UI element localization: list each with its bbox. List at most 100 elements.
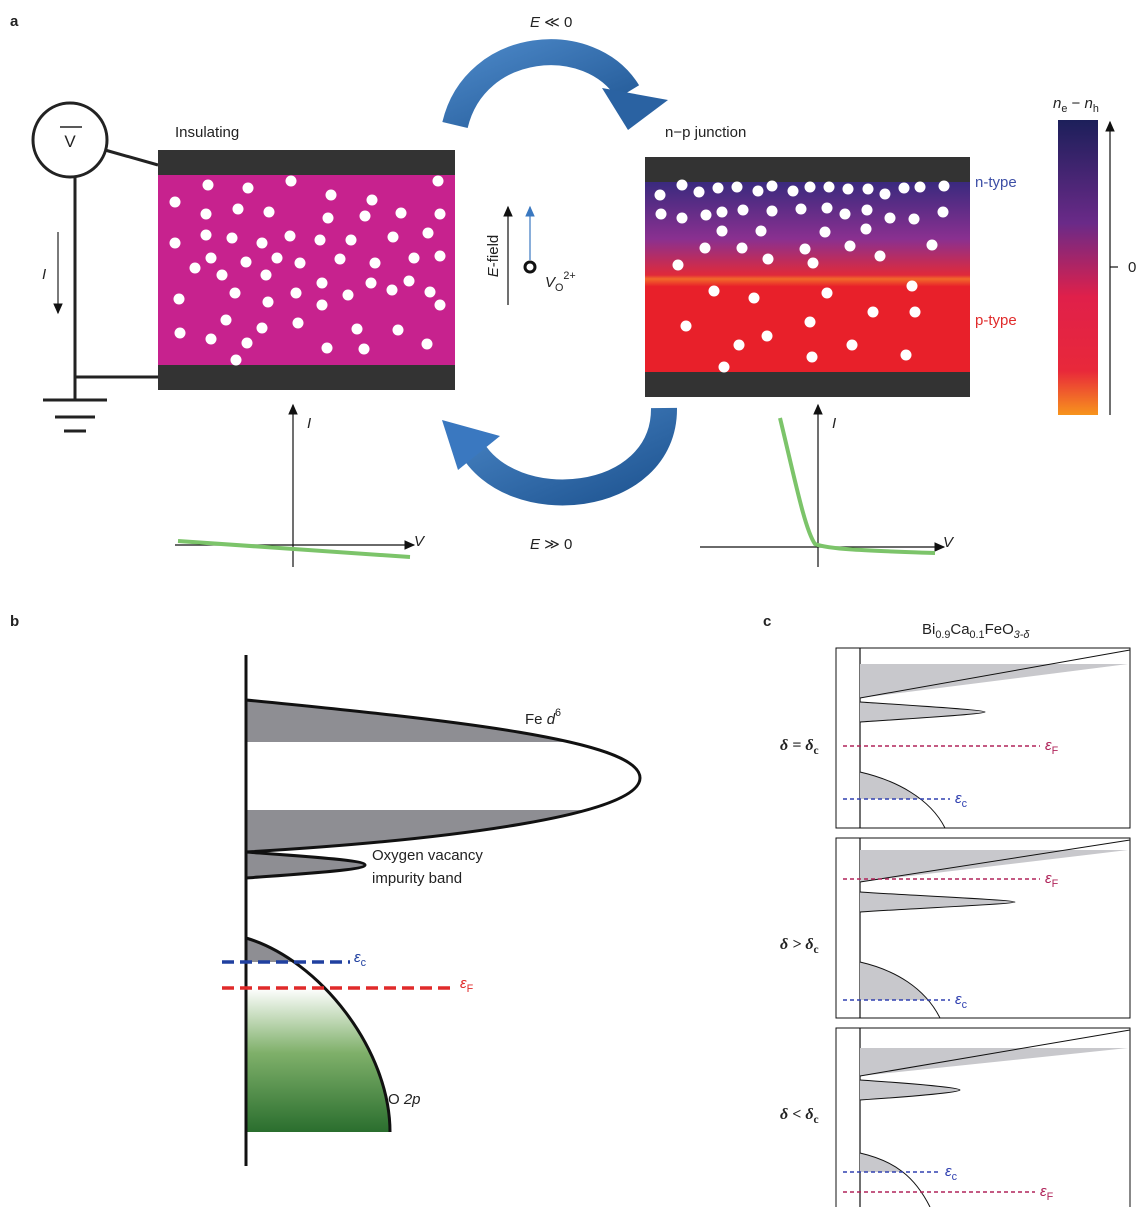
vacancy-dot	[221, 315, 232, 326]
vacancy-dot	[352, 324, 363, 335]
text-part: F	[1052, 745, 1059, 757]
text-part: Fe	[525, 711, 547, 728]
vacancy-label: VO2+	[545, 270, 576, 294]
vacancy-dot	[909, 214, 920, 225]
vacancy-dot	[749, 293, 760, 304]
field	[508, 207, 535, 305]
text-part: V	[414, 533, 426, 550]
vacancy-dot	[335, 254, 346, 265]
vacancy-dot	[404, 276, 415, 287]
vacancy-dot	[257, 323, 268, 334]
vacancy-dot	[366, 278, 377, 289]
text-part: 2+	[563, 270, 575, 282]
impurity-band	[246, 852, 365, 878]
vacancy-dot	[326, 190, 337, 201]
vacancy-dot	[845, 241, 856, 252]
vacancy-dot	[717, 207, 728, 218]
panel-a-layout	[33, 103, 158, 431]
iv-x-label: V	[943, 534, 955, 551]
device-label: n−p junction	[665, 124, 746, 141]
text-part: F	[1052, 878, 1059, 890]
vacancy-dot	[822, 203, 833, 214]
vacancy-dot	[840, 209, 851, 220]
vacancy-dot	[201, 209, 212, 220]
vacancy-dot	[315, 235, 326, 246]
vacancy-dot	[824, 182, 835, 193]
voltmeter-label: V	[64, 132, 76, 151]
vacancy-dot	[756, 226, 767, 237]
vacancy-dot	[938, 207, 949, 218]
vacancy-dot	[820, 227, 831, 238]
vacancy-dot	[885, 213, 896, 224]
vacancy-dot	[875, 251, 886, 262]
text-part: c	[952, 1171, 958, 1183]
panel-label: b	[10, 613, 19, 630]
right-device	[645, 157, 970, 397]
text-part: 6	[555, 707, 561, 719]
text-part: c	[361, 957, 367, 969]
switch-arrows	[442, 52, 668, 492]
text-part: F	[467, 983, 474, 995]
field-label: E-field	[485, 235, 502, 278]
vacancy-dot	[396, 208, 407, 219]
vacancy-dot	[822, 288, 833, 299]
text-part: Insulating	[175, 124, 239, 141]
arrow-label: E ≫ 0	[530, 536, 572, 553]
band-label: Fe d6	[525, 707, 561, 728]
iv-curve	[780, 418, 935, 553]
vacancy-dot	[285, 231, 296, 242]
vacancy-dot	[753, 186, 764, 197]
text-part: V	[64, 132, 76, 151]
vacancy-dot	[681, 321, 692, 332]
text-part: 3-δ	[1014, 629, 1031, 641]
vacancy-dot	[201, 230, 212, 241]
vacancy-dot	[241, 257, 252, 268]
vacancy-dot	[423, 228, 434, 239]
text-part: n-type	[975, 174, 1017, 191]
vacancy-dot	[206, 253, 217, 264]
vacancy-dot	[868, 307, 879, 318]
vacancy-dot	[899, 183, 910, 194]
left-device	[158, 150, 455, 390]
vacancy-dot	[243, 183, 254, 194]
vacancy-dot	[719, 362, 730, 373]
vacancy-dot	[737, 243, 748, 254]
oxide	[158, 175, 455, 365]
top-arrow-head	[602, 88, 668, 130]
text-part: ≫ 0	[540, 536, 572, 553]
vacancy-dot	[677, 180, 688, 191]
text-part: 0.9	[935, 629, 950, 641]
text-part: c	[962, 999, 968, 1011]
top-arrow	[455, 52, 628, 125]
vacancy-dot	[862, 205, 873, 216]
plate	[158, 365, 455, 390]
vacancy-dot	[788, 186, 799, 197]
vacancy-dot	[655, 190, 666, 201]
colorbar-fill	[1058, 120, 1098, 415]
vacancy-dot	[317, 300, 328, 311]
device-label: Insulating	[175, 124, 239, 141]
vacancy-dot	[257, 238, 268, 249]
vacancy-dot	[713, 183, 724, 194]
vacancy-dot	[264, 207, 275, 218]
text-part: h	[1093, 103, 1099, 115]
vacancy-dot	[322, 343, 333, 354]
vacancy-dot	[203, 180, 214, 191]
vacancy-dot	[910, 307, 921, 318]
wire	[105, 150, 158, 165]
text-part: 0	[1128, 259, 1136, 276]
iv-curve	[178, 541, 410, 557]
text-part: δ > δ	[780, 936, 814, 953]
vacancy-dot	[286, 176, 297, 187]
vacancy-dot	[231, 355, 242, 366]
band-fill	[246, 810, 646, 852]
vacancy-dot	[732, 182, 743, 193]
vacancy-dot	[343, 290, 354, 301]
p-type-label: p-type	[975, 312, 1017, 329]
vacancy-dot	[263, 297, 274, 308]
panel-label: c	[763, 613, 771, 630]
colorbar-tick-label: 0	[1128, 259, 1136, 276]
iv-y-label: I	[307, 415, 311, 432]
colorbar	[1058, 120, 1118, 415]
text-part: impurity band	[372, 870, 462, 887]
